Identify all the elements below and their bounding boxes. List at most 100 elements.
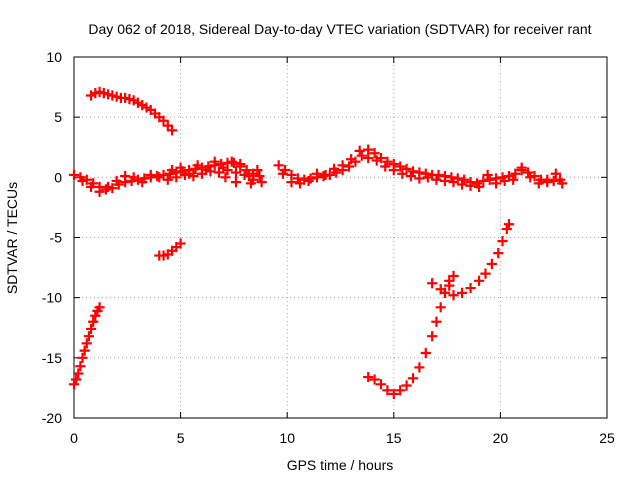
data-point <box>184 168 195 179</box>
data-point <box>83 331 95 342</box>
data-point <box>510 168 521 179</box>
data-series <box>363 219 515 400</box>
data-layer <box>68 86 568 400</box>
data-point <box>401 163 412 175</box>
data-point <box>303 175 314 187</box>
data-point <box>239 169 250 181</box>
data-point <box>311 168 323 179</box>
data-point <box>493 248 504 259</box>
data-point <box>382 385 393 396</box>
data-point <box>329 163 340 175</box>
data-point <box>85 181 97 193</box>
data-point <box>171 172 182 183</box>
data-point <box>94 302 105 313</box>
data-point <box>107 90 118 101</box>
data-point <box>557 178 568 189</box>
data-point <box>98 88 109 99</box>
data-point <box>380 161 391 172</box>
y-tick-label: -10 <box>42 290 62 306</box>
data-point <box>444 280 455 291</box>
x-tick-label: 20 <box>493 430 509 446</box>
data-point <box>491 178 502 189</box>
data-point <box>420 347 431 359</box>
data-point <box>243 171 254 182</box>
data-point <box>435 302 446 313</box>
data-point <box>277 168 289 179</box>
data-point <box>346 154 357 165</box>
data-point <box>407 373 419 384</box>
data-point <box>427 331 438 342</box>
y-tick-label: -20 <box>42 410 62 426</box>
data-point <box>294 178 306 189</box>
x-tick-label: 0 <box>70 430 78 446</box>
data-point <box>397 168 408 179</box>
data-point <box>73 368 84 379</box>
data-point <box>371 155 382 166</box>
data-point <box>516 162 527 173</box>
data-point <box>166 125 178 136</box>
data-point <box>175 162 186 173</box>
data-point <box>111 175 122 187</box>
data-point <box>175 238 186 249</box>
data-point <box>245 178 257 189</box>
data-point <box>548 175 559 187</box>
data-point <box>201 165 212 176</box>
data-point <box>448 270 459 282</box>
data-point <box>405 171 416 182</box>
x-axis-label: GPS time / hours <box>287 457 394 473</box>
tick-layer: 0 5 10 15 20 25 -20 -15 -10 -5 0 5 10 <box>42 49 615 446</box>
data-point <box>128 172 139 183</box>
data-point <box>120 92 131 104</box>
data-point <box>79 345 90 356</box>
data-point <box>482 169 493 181</box>
data-point <box>550 168 561 179</box>
data-point <box>213 167 225 178</box>
data-point <box>497 236 508 247</box>
data-point <box>448 290 459 301</box>
data-point <box>145 169 156 181</box>
data-point <box>486 258 497 270</box>
data-series <box>68 302 105 390</box>
data-point <box>499 175 510 187</box>
data-point <box>354 145 365 156</box>
data-point <box>71 374 82 385</box>
data-point <box>252 165 263 176</box>
data-point <box>85 323 97 335</box>
data-point <box>337 160 348 171</box>
data-series <box>154 238 186 261</box>
data-point <box>162 120 173 131</box>
data-point <box>503 219 515 230</box>
data-point <box>456 179 468 190</box>
x-tick-label: 25 <box>599 430 615 446</box>
data-point <box>94 186 105 197</box>
data-point <box>478 175 489 187</box>
y-tick-label: 0 <box>54 169 62 185</box>
data-point <box>94 86 105 97</box>
y-axis-label: SDTVAR / TECUs <box>4 182 20 294</box>
data-point <box>218 162 229 173</box>
data-point <box>235 158 246 170</box>
data-point <box>179 169 190 181</box>
y-tick-label: -5 <box>50 230 63 246</box>
data-point <box>77 175 88 187</box>
data-point <box>90 88 101 99</box>
data-point <box>439 287 451 298</box>
data-point <box>431 316 442 327</box>
data-point <box>401 380 412 391</box>
data-point <box>375 379 387 390</box>
data-point <box>427 278 438 289</box>
data-point <box>158 250 169 261</box>
data-point <box>525 172 536 183</box>
data-point <box>414 173 425 184</box>
data-point <box>137 177 148 188</box>
data-point <box>77 352 88 363</box>
data-point <box>465 180 476 191</box>
data-point <box>107 183 118 194</box>
x-tick-label: 10 <box>279 430 295 446</box>
x-tick-label: 15 <box>386 430 402 446</box>
data-point <box>205 166 216 177</box>
data-point <box>162 174 173 185</box>
data-point <box>254 171 265 182</box>
data-point <box>166 165 178 176</box>
